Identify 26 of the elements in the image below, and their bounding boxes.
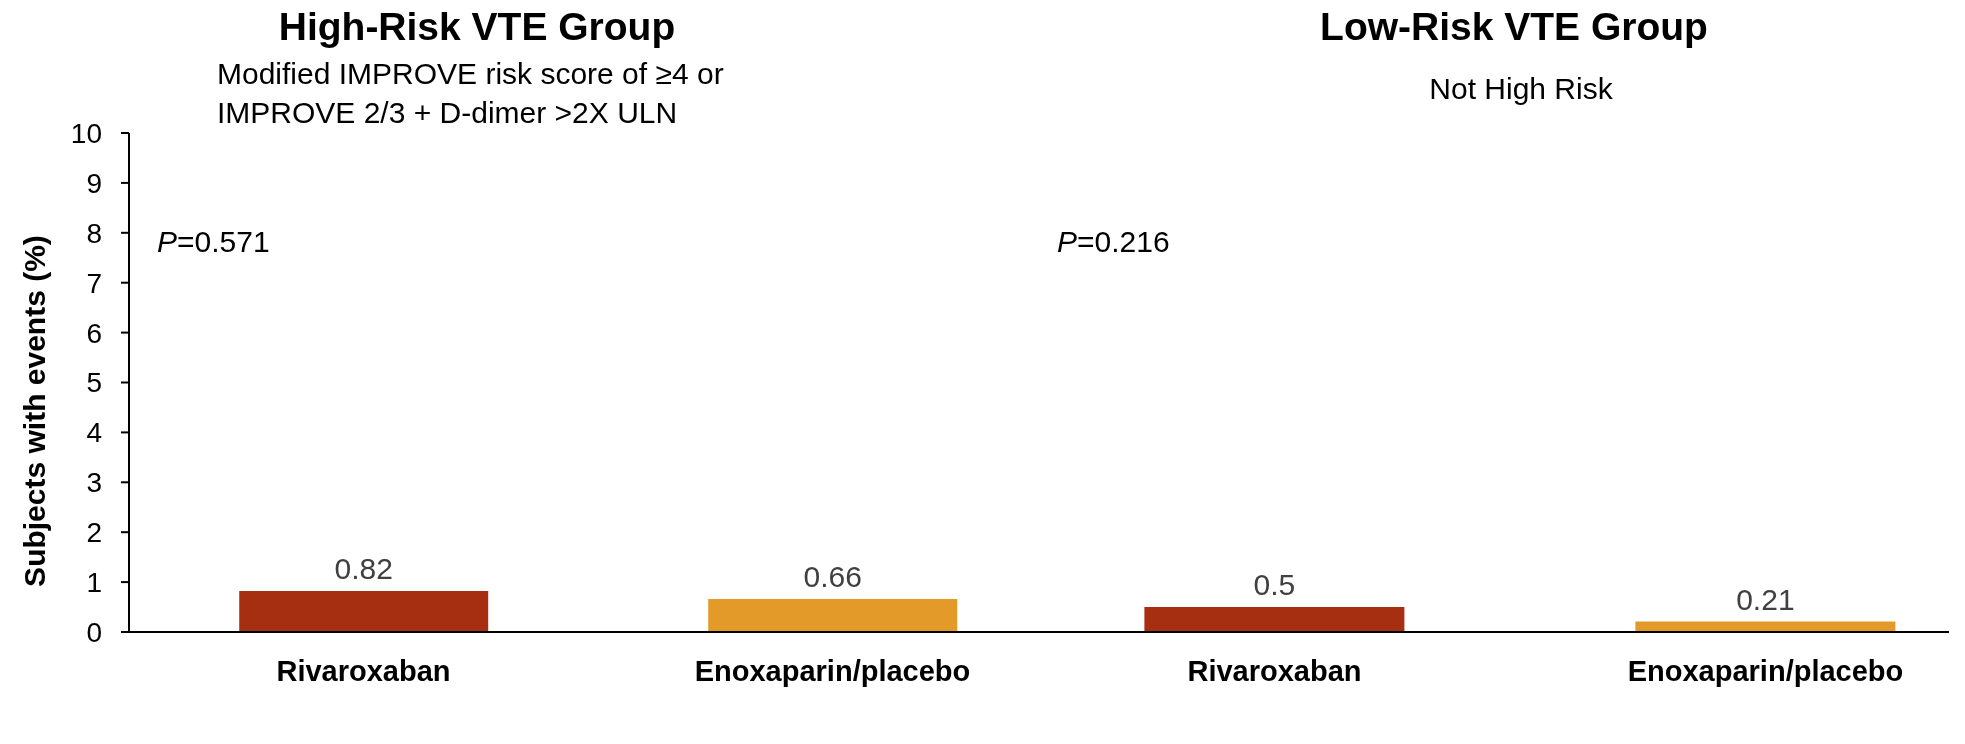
chart-subtitle: Modified IMPROVE risk score of ≥4 or IMPROVE 2/3 + D-dimer >2X ULN xyxy=(217,56,725,131)
data-label: 0.66 xyxy=(803,560,862,594)
y-tick-label: 8 xyxy=(86,217,102,249)
x-tick-label: Rivaroxaban xyxy=(1187,654,1362,687)
y-tick-label: 10 xyxy=(70,117,102,149)
y-tick-label: 0 xyxy=(86,616,102,648)
y-tick-label: 6 xyxy=(86,317,102,349)
x-tick-label: Rivaroxaban xyxy=(276,654,451,687)
y-tick-label: 4 xyxy=(86,417,102,449)
annotation: P=0.571 xyxy=(157,224,270,260)
y-axis-title: Subjects with events (%) xyxy=(18,234,52,587)
chart-title: Low-Risk VTE Group xyxy=(1320,5,1708,48)
data-label: 0.82 xyxy=(334,552,393,586)
y-tick-label: 9 xyxy=(86,167,102,199)
data-label: 0.5 xyxy=(1253,568,1296,602)
chart-title: High-Risk VTE Group xyxy=(278,5,676,48)
y-tick-label: 1 xyxy=(86,567,102,599)
y-tick-label: 7 xyxy=(86,267,102,299)
chart-subtitle: Not High Risk xyxy=(1428,71,1614,107)
x-tick-label: Enoxaparin/placebo xyxy=(694,654,971,687)
x-tick-label: Enoxaparin/placebo xyxy=(1627,654,1904,687)
y-tick-label: 2 xyxy=(86,517,102,549)
y-tick-label: 5 xyxy=(86,367,102,399)
data-label: 0.21 xyxy=(1736,582,1795,616)
annotation: P=0.216 xyxy=(1057,224,1170,260)
y-tick-label: 3 xyxy=(86,467,102,499)
